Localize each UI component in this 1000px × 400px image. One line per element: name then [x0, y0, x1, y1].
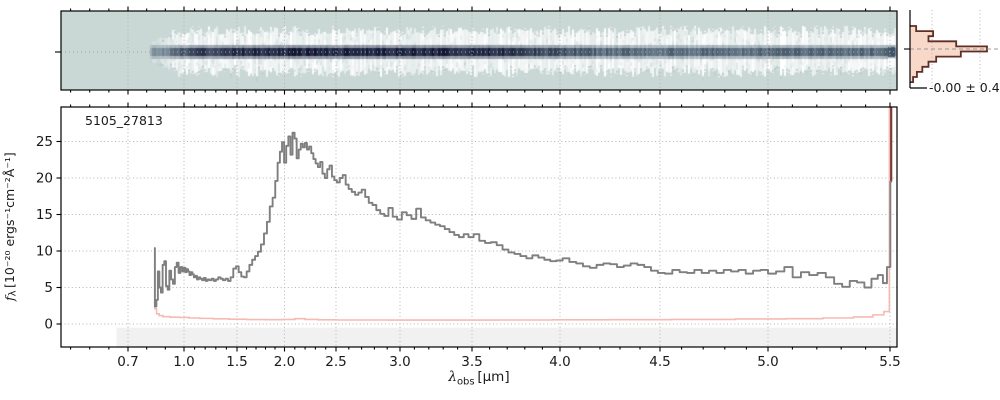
y-tick-label: 15: [36, 207, 53, 223]
y-tick-label: 5: [44, 280, 53, 296]
x-tick-label: 2.5: [325, 354, 346, 370]
spectrum-1d-panel: 0.7 1.0 1.5 2.0 2.5 3.0 3.5 4.0 4.5 5.0 5.5 0 5 10 15 2…: [36, 102, 901, 370]
histogram-fill: [910, 26, 987, 83]
x-tick-label: 3.0: [389, 354, 410, 370]
flux-line: [153, 131, 892, 308]
source-id-label: 5105_27813: [85, 113, 163, 128]
x-axis-label: λobs [μm]: [404, 369, 554, 388]
x-axis-label-units: [μm]: [477, 369, 510, 385]
below-zero-shading: [116, 327, 897, 347]
panel-frame: [60, 106, 898, 348]
histogram-stats-label: -0.00 ± 0.48: [929, 80, 1000, 95]
x-tick-label: 4.0: [549, 354, 570, 370]
x-axis-label-symbol: λ: [448, 369, 457, 385]
y-axis-label: fλ [10⁻²⁰ ergs⁻¹cm⁻²Å⁻¹]: [2, 103, 19, 351]
y-axis-label-subscript: λ: [7, 290, 19, 297]
x-tick-label: 2.0: [274, 354, 295, 370]
x-tick-label: 0.7: [117, 354, 138, 370]
y-tick-label: 0: [44, 317, 53, 333]
histogram-outline: [910, 25, 988, 83]
x-tick-label: 4.5: [649, 354, 670, 370]
y-tick-label: 25: [36, 134, 53, 150]
y-tick-label: 20: [36, 171, 53, 187]
y-axis-label-units: [10⁻²⁰ ergs⁻¹cm⁻²Å⁻¹]: [2, 152, 17, 289]
y-axis-label-symbol: f: [2, 296, 17, 302]
x-tick-label: 5.0: [757, 354, 778, 370]
residual-histogram-panel: [904, 10, 998, 89]
y-tick-label: 10: [36, 244, 53, 260]
x-tick-label: 3.5: [461, 354, 482, 370]
x-tick-label: 1.5: [226, 354, 247, 370]
x-tick-label: 5.5: [879, 354, 900, 370]
x-tick-label: 1.0: [173, 354, 194, 370]
x-axis-label-subscript: obs: [456, 376, 475, 388]
spectrum-2d-image: [61, 11, 897, 90]
uncertainty-line: [154, 106, 892, 321]
